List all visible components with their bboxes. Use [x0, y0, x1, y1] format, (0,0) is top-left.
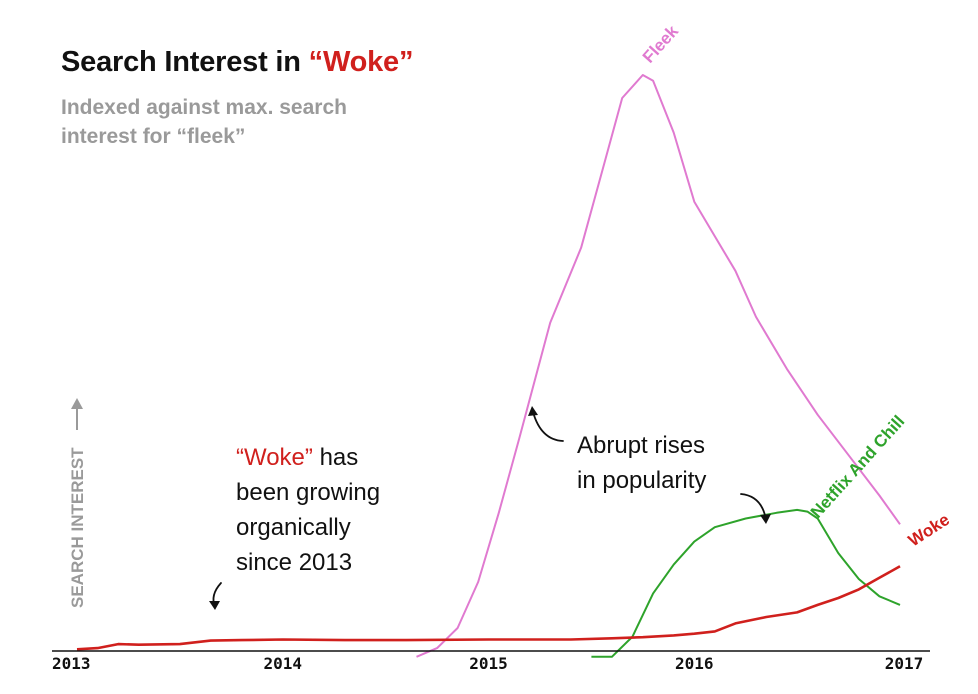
abrupt-rises-annotation: Abrupt rises in popularity	[577, 432, 707, 494]
x-tick-label: 2014	[263, 654, 302, 673]
x-tick-label: 2015	[469, 654, 508, 673]
series-label-netflix: Netflix And Chill	[807, 412, 909, 522]
fleek-rise-arrowhead	[528, 406, 538, 416]
series-label-woke: Woke	[905, 510, 953, 550]
woke-annotation-arrowhead	[209, 601, 220, 610]
series-line-fleek	[416, 74, 901, 658]
series-label-fleek: Fleek	[639, 21, 683, 66]
chart-subtitle: Indexed against max. search interest for…	[61, 96, 347, 148]
woke-annotation: “Woke” has been growing organically sinc…	[236, 444, 381, 576]
x-tick-label: 2017	[885, 654, 924, 673]
woke-annotation-highlight: “Woke”	[236, 444, 313, 471]
y-axis-label: SEARCH INTEREST	[68, 447, 87, 608]
x-tick-label: 2013	[52, 654, 91, 673]
chart-title: Search Interest in “Woke”	[61, 46, 414, 78]
series-line-netflix	[591, 508, 901, 658]
y-axis-arrow-head	[71, 398, 83, 409]
fleek-rise-arrow	[532, 411, 564, 442]
chart-title-highlight: “Woke”	[308, 46, 414, 78]
series-line-woke	[76, 565, 901, 651]
netflix-rise-arrowhead	[760, 514, 771, 524]
x-tick-label: 2016	[675, 654, 714, 673]
